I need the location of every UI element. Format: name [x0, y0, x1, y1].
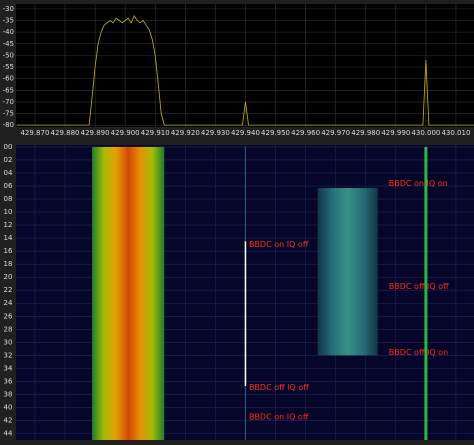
- y-tick-label: 30: [4, 338, 13, 346]
- x-tick-label: 430.010: [441, 129, 470, 137]
- y-tick-label: 02: [4, 156, 13, 164]
- y-tick-label: -35: [3, 17, 14, 25]
- y-tick-label: 20: [4, 273, 13, 281]
- annotation: BBDC off IQ off: [389, 282, 449, 291]
- y-tick-label: 36: [4, 377, 13, 385]
- y-tick-label: 00: [4, 143, 13, 151]
- y-tick-label: 22: [4, 286, 13, 294]
- spectrum-line: [16, 15, 474, 126]
- x-tick-label: 429.890: [81, 129, 110, 137]
- annotation: BBDC off IQ off: [249, 383, 309, 392]
- x-tick-label: 429.970: [321, 129, 350, 137]
- x-tick-label: 429.870: [20, 129, 49, 137]
- y-tick-label: 14: [4, 234, 13, 242]
- x-tick-label: 429.990: [381, 129, 410, 137]
- x-tick-label: 429.920: [171, 129, 200, 137]
- y-tick-label: -75: [3, 110, 14, 118]
- y-tick-label: 40: [4, 403, 13, 411]
- x-tick-label: 429.910: [141, 129, 170, 137]
- y-tick-label: 42: [4, 416, 13, 424]
- waterfall-signal: [317, 187, 378, 356]
- y-tick-label: -45: [3, 40, 14, 48]
- y-tick-label: 26: [4, 312, 13, 320]
- waterfall-signal: [424, 146, 428, 440]
- x-tick-label: 429.900: [111, 129, 140, 137]
- annotation: BBDC on IQ off: [249, 240, 309, 249]
- y-tick-label: 24: [4, 299, 13, 307]
- y-tick-label: 32: [4, 351, 13, 359]
- y-tick-label: 16: [4, 247, 13, 255]
- y-tick-label: 12: [4, 221, 13, 229]
- y-tick-label: -60: [3, 75, 14, 83]
- y-tick-label: -80: [3, 121, 14, 129]
- x-tick-label: 430.000: [411, 129, 440, 137]
- x-tick-label: 429.940: [231, 129, 260, 137]
- y-tick-label: 34: [4, 364, 13, 372]
- y-tick-label: 04: [4, 169, 13, 177]
- x-tick-label: 429.960: [291, 129, 320, 137]
- y-tick-label: 18: [4, 260, 13, 268]
- annotation: BBDC on IQ off: [249, 413, 309, 422]
- y-tick-label: -30: [3, 5, 14, 13]
- x-tick-label: 429.930: [201, 129, 230, 137]
- y-tick-label: 10: [4, 208, 13, 216]
- y-tick-label: 38: [4, 390, 13, 398]
- y-tick-label: -55: [3, 63, 14, 71]
- y-tick-label: 44: [4, 429, 13, 437]
- y-tick-label: -70: [3, 98, 14, 106]
- y-tick-label: -65: [3, 86, 14, 94]
- y-tick-label: -50: [3, 51, 14, 59]
- annotation: BBDC off IQ on: [389, 348, 448, 357]
- y-tick-label: 06: [4, 182, 13, 190]
- y-tick-label: -40: [3, 28, 14, 36]
- x-tick-label: 429.880: [51, 129, 80, 137]
- y-tick-label: 08: [4, 195, 13, 203]
- waterfall-signal: [92, 146, 165, 440]
- annotation: BBDC on IQ on: [389, 179, 448, 188]
- y-tick-label: 28: [4, 325, 13, 333]
- x-tick-label: 429.950: [261, 129, 290, 137]
- x-tick-label: 429.980: [351, 129, 380, 137]
